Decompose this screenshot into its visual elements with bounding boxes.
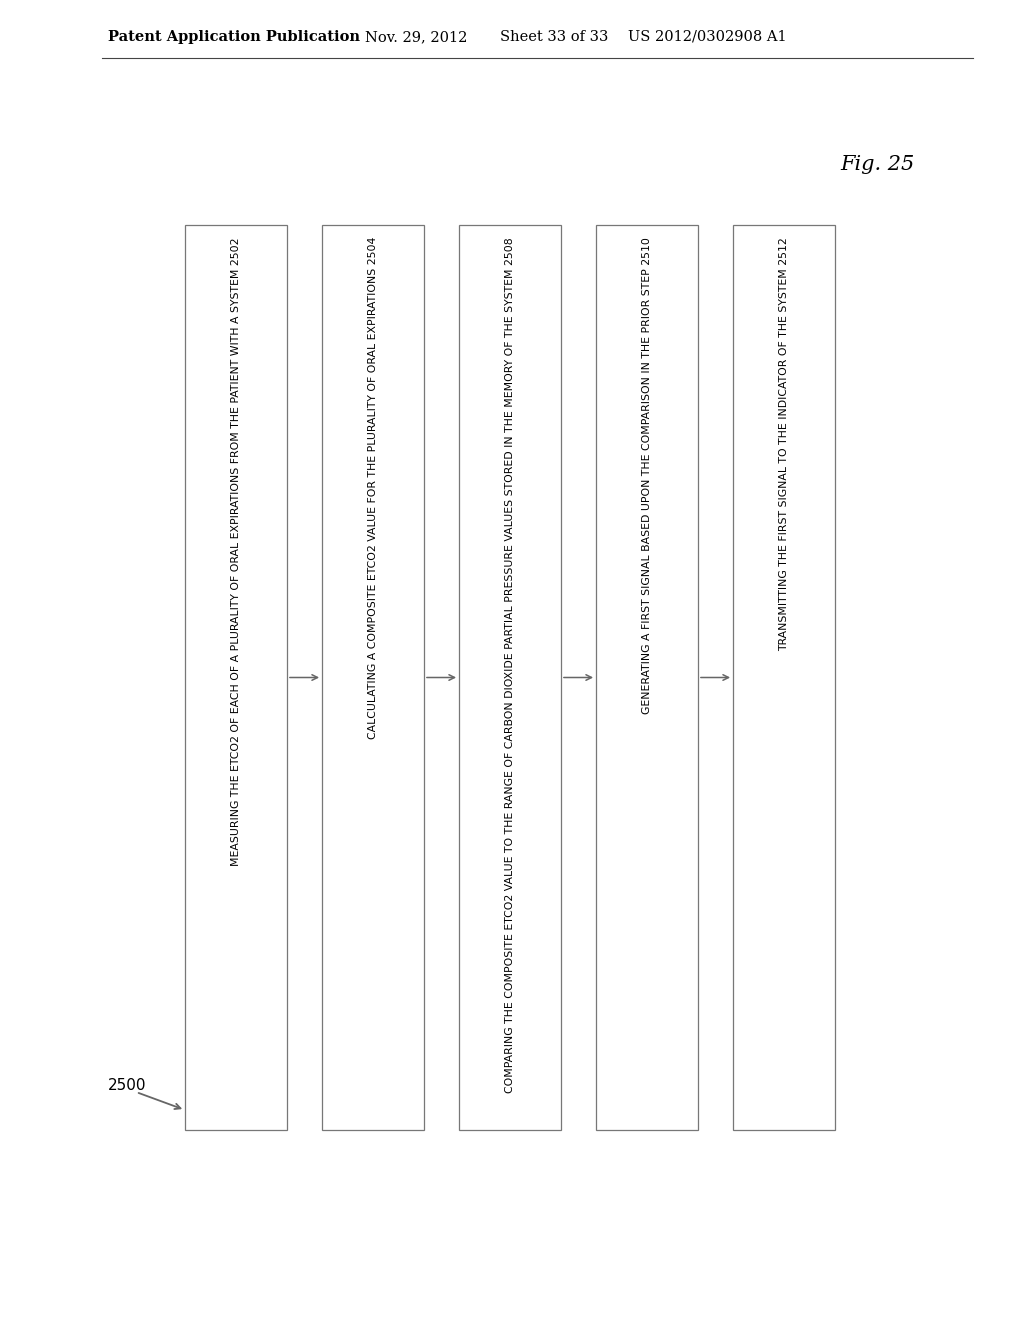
Text: COMPARING THE COMPOSITE ETCO2 VALUE TO THE RANGE OF CARBON DIOXIDE PARTIAL PRESS: COMPARING THE COMPOSITE ETCO2 VALUE TO T… — [505, 238, 515, 1093]
Bar — [185, 224, 287, 1130]
Bar — [322, 224, 424, 1130]
Text: CALCULATING A COMPOSITE ETCO2 VALUE FOR THE PLURALITY OF ORAL EXPIRATIONS 2504: CALCULATING A COMPOSITE ETCO2 VALUE FOR … — [368, 238, 378, 739]
Text: Patent Application Publication: Patent Application Publication — [108, 30, 360, 44]
Bar — [459, 224, 561, 1130]
Bar — [733, 224, 835, 1130]
Text: US 2012/0302908 A1: US 2012/0302908 A1 — [628, 30, 786, 44]
Text: MEASURING THE ETCO2 OF EACH OF A PLURALITY OF ORAL EXPIRATIONS FROM THE PATIENT : MEASURING THE ETCO2 OF EACH OF A PLURALI… — [231, 238, 241, 866]
Text: TRANSMITTING THE FIRST SIGNAL TO THE INDICATOR OF THE SYSTEM 2512: TRANSMITTING THE FIRST SIGNAL TO THE IND… — [779, 238, 790, 651]
Text: Nov. 29, 2012: Nov. 29, 2012 — [365, 30, 467, 44]
Bar — [596, 224, 698, 1130]
Text: Fig. 25: Fig. 25 — [840, 156, 914, 174]
Text: 2500: 2500 — [108, 1077, 146, 1093]
Text: GENERATING A FIRST SIGNAL BASED UPON THE COMPARISON IN THE PRIOR STEP 2510: GENERATING A FIRST SIGNAL BASED UPON THE… — [642, 238, 652, 714]
Text: Sheet 33 of 33: Sheet 33 of 33 — [500, 30, 608, 44]
